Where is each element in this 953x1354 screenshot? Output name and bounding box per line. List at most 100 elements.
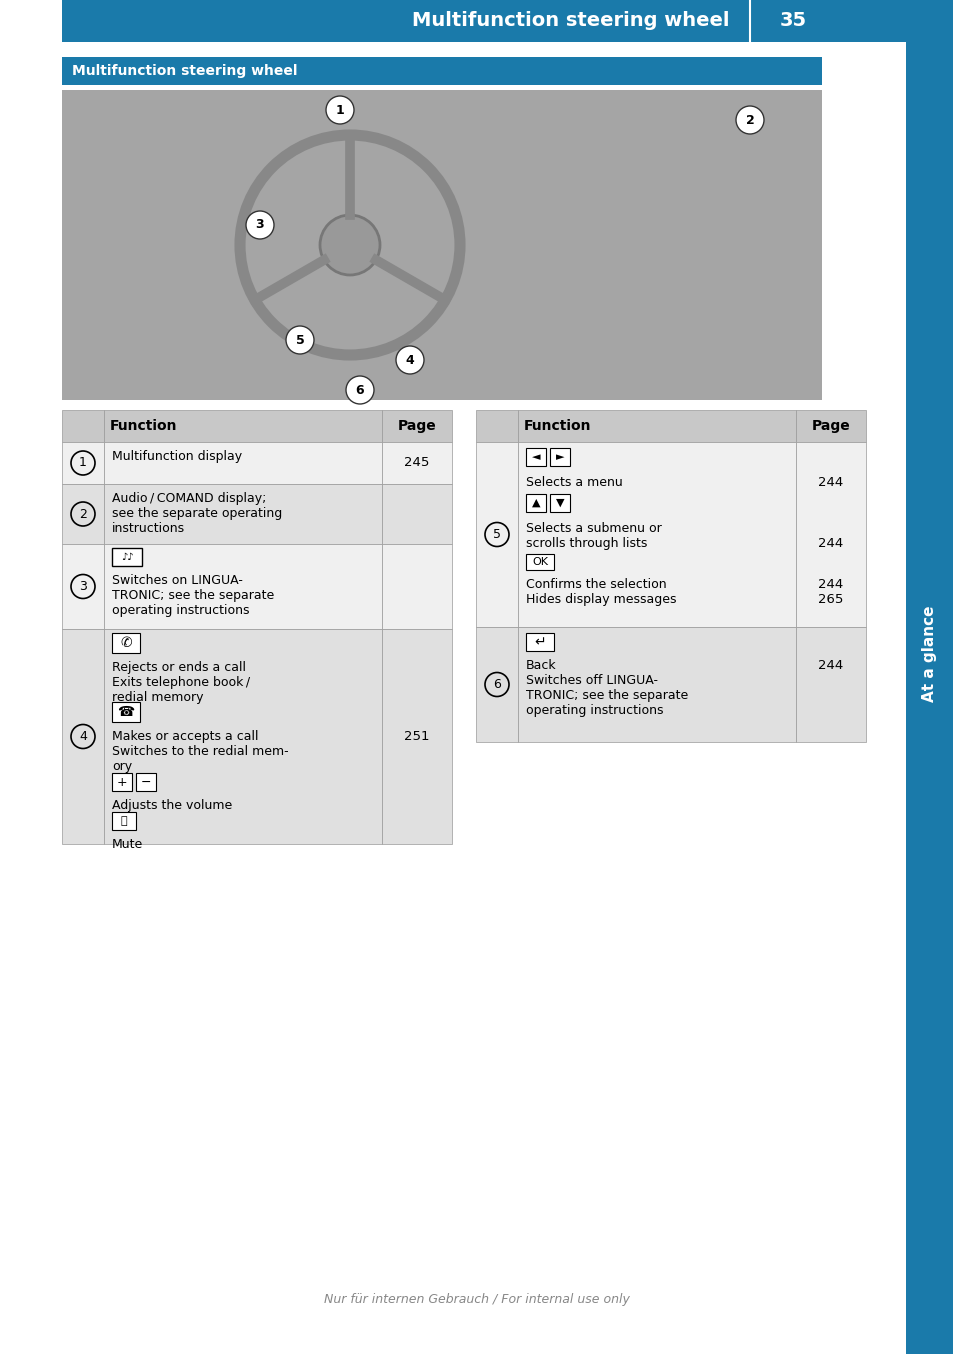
Text: Page: Page	[811, 418, 849, 433]
Text: ◄: ◄	[531, 452, 539, 462]
Bar	[112, 634, 140, 653]
Text: 244: 244	[818, 538, 842, 550]
Circle shape	[246, 211, 274, 240]
Text: 2: 2	[745, 114, 754, 126]
Bar	[0, 0, 953, 42]
Circle shape	[326, 96, 354, 125]
Text: Exits telephone book /: Exits telephone book /	[112, 676, 250, 689]
Text: At a glance: At a glance	[922, 605, 937, 703]
Text: 3: 3	[255, 218, 264, 232]
Text: −: −	[141, 776, 152, 788]
Text: 5: 5	[493, 528, 500, 542]
Text: 4: 4	[405, 353, 414, 367]
Text: 35: 35	[780, 11, 806, 31]
Bar	[795, 627, 865, 742]
Bar	[381, 441, 452, 483]
Circle shape	[319, 215, 379, 275]
Text: ↵: ↵	[534, 635, 545, 649]
Text: Switches on LINGUA-: Switches on LINGUA-	[112, 574, 243, 588]
Bar	[62, 544, 104, 630]
Text: scrolls through lists: scrolls through lists	[525, 538, 647, 550]
Bar	[381, 410, 452, 441]
Text: operating instructions: operating instructions	[112, 604, 250, 617]
Text: ♪♪: ♪♪	[121, 552, 133, 562]
Bar	[525, 554, 554, 570]
Circle shape	[735, 106, 763, 134]
Bar	[525, 494, 545, 512]
Text: Function: Function	[523, 418, 591, 433]
Text: OK: OK	[532, 556, 547, 567]
Bar	[525, 634, 554, 651]
Text: ►: ►	[556, 452, 563, 462]
Bar	[112, 548, 142, 566]
Text: Confirms the selection: Confirms the selection	[525, 578, 666, 590]
Text: Makes or accepts a call: Makes or accepts a call	[112, 730, 258, 743]
Bar	[62, 630, 104, 844]
Text: 2: 2	[79, 508, 87, 520]
Text: Selects a menu: Selects a menu	[525, 477, 622, 489]
Text: see the separate operating: see the separate operating	[112, 506, 282, 520]
Text: ☎: ☎	[117, 705, 134, 719]
Text: 251: 251	[404, 730, 429, 743]
Text: ory: ory	[112, 760, 132, 773]
Text: Rejects or ends a call: Rejects or ends a call	[112, 661, 246, 674]
Text: ✆: ✆	[120, 636, 132, 650]
Text: instructions: instructions	[112, 523, 185, 535]
Bar	[476, 441, 517, 627]
Bar	[795, 441, 865, 627]
Bar	[104, 483, 381, 544]
Text: ▼: ▼	[556, 498, 563, 508]
Text: Multifunction steering wheel: Multifunction steering wheel	[71, 64, 297, 79]
Text: 4: 4	[79, 730, 87, 743]
Text: Back: Back	[525, 659, 556, 672]
Bar	[112, 812, 136, 830]
Bar	[136, 773, 156, 791]
Bar	[381, 630, 452, 844]
Bar	[517, 410, 795, 441]
Bar	[517, 441, 795, 627]
Text: redial memory: redial memory	[112, 691, 203, 704]
Text: Switches off LINGUA-: Switches off LINGUA-	[525, 674, 658, 686]
Text: Page: Page	[397, 418, 436, 433]
Bar	[104, 410, 381, 441]
Circle shape	[346, 376, 374, 403]
Bar	[104, 441, 381, 483]
Text: 1: 1	[79, 456, 87, 470]
Text: 244: 244	[818, 578, 842, 590]
Bar	[112, 773, 132, 791]
Text: Hides display messages: Hides display messages	[525, 593, 676, 607]
Bar	[62, 441, 104, 483]
Text: 245: 245	[404, 456, 429, 470]
Circle shape	[286, 326, 314, 353]
Text: 1: 1	[335, 103, 344, 116]
Text: 244: 244	[818, 659, 842, 672]
Text: Nur für internen Gebrauch / For internal use only: Nur für internen Gebrauch / For internal…	[324, 1293, 629, 1305]
Text: Selects a submenu or: Selects a submenu or	[525, 523, 661, 535]
Bar	[517, 627, 795, 742]
Bar	[381, 483, 452, 544]
Bar	[381, 544, 452, 630]
Text: 5: 5	[295, 333, 304, 347]
Bar	[525, 448, 545, 466]
Text: Function: Function	[110, 418, 177, 433]
Bar	[550, 448, 569, 466]
Text: Multifunction display: Multifunction display	[112, 450, 242, 463]
Text: ▲: ▲	[531, 498, 539, 508]
Bar	[104, 544, 381, 630]
Bar	[112, 701, 140, 722]
Text: Audio / COMAND display;: Audio / COMAND display;	[112, 492, 266, 505]
Text: Mute: Mute	[112, 838, 143, 852]
Bar	[476, 627, 517, 742]
Bar	[62, 410, 104, 441]
Text: operating instructions: operating instructions	[525, 704, 662, 718]
Circle shape	[395, 347, 423, 374]
Bar	[62, 89, 821, 399]
Text: 🔇: 🔇	[121, 816, 127, 826]
Bar	[104, 630, 381, 844]
Bar	[62, 483, 104, 544]
Bar	[476, 410, 517, 441]
Text: Switches to the redial mem-: Switches to the redial mem-	[112, 745, 289, 758]
Text: Adjusts the volume: Adjusts the volume	[112, 799, 232, 812]
Bar	[62, 57, 821, 85]
Text: Multifunction steering wheel: Multifunction steering wheel	[412, 11, 729, 31]
